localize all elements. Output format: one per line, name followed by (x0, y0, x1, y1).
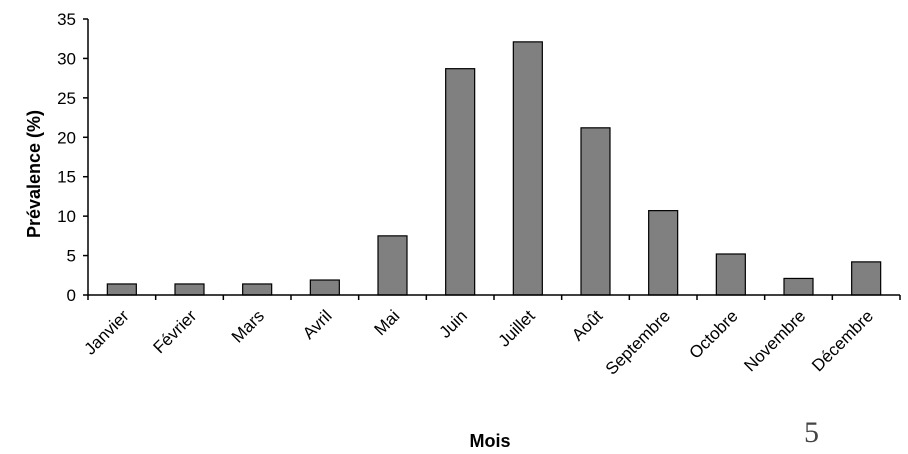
x-tick-label: Septembre (602, 306, 674, 378)
bar-avril (309, 279, 340, 296)
bar-octobre (715, 253, 746, 296)
x-axis-title: Mois (469, 431, 510, 451)
x-tick-label: Mars (228, 306, 268, 346)
page-number: 5 (804, 416, 819, 449)
bar-juin (445, 68, 476, 296)
x-tick-label: Juin (436, 306, 471, 341)
bar-août (580, 127, 611, 296)
y-tick-label: 25 (57, 89, 76, 108)
x-tick-label: Août (568, 306, 606, 344)
y-tick-label: 10 (57, 207, 76, 226)
y-axis-title: Prévalence (%) (24, 110, 44, 238)
x-tick-label: Février (149, 306, 200, 357)
x-tick-label: Octobre (685, 306, 741, 362)
y-tick-labels: 0 5 10 15 20 25 30 35 (57, 10, 76, 305)
bars (106, 41, 882, 296)
x-tick-label: Janvier (80, 306, 132, 358)
y-tick-label: 35 (57, 10, 76, 29)
bar-mars (242, 283, 273, 296)
y-tick-label: 5 (67, 247, 76, 266)
x-ticks (87, 295, 901, 300)
x-tick-label: Novembre (740, 306, 809, 375)
bar-janvier (106, 283, 137, 296)
bar-novembre (783, 277, 814, 296)
y-tick-label: 20 (57, 128, 76, 147)
y-tick-label: 30 (57, 49, 76, 68)
bar-septembre (648, 210, 679, 296)
x-tick-label: Juillet (494, 306, 538, 350)
y-ticks (83, 18, 88, 296)
bar-décembre (851, 261, 882, 296)
y-tick-label: 0 (67, 286, 76, 305)
x-tick-label: Mai (371, 306, 404, 339)
x-tick-label: Décembre (808, 306, 877, 375)
bar-mai (377, 235, 408, 296)
x-tick-labels: Janvier Février Mars Avril Mai Juin Juillet Aoû… (80, 306, 877, 378)
y-tick-label: 15 (57, 168, 76, 187)
x-tick-label: Avril (299, 306, 336, 343)
bar-juillet (512, 41, 543, 296)
bar-février (174, 283, 205, 296)
